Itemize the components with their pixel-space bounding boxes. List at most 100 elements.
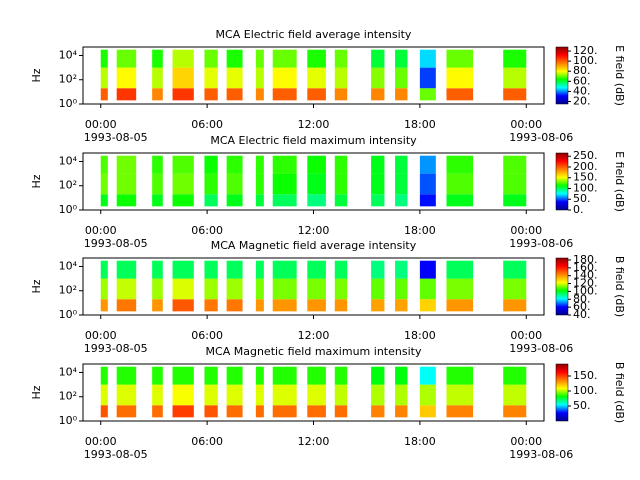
heatmap-cell <box>100 405 108 418</box>
y-tick-label: 10⁰ <box>59 203 78 216</box>
heatmap-cell <box>371 173 385 195</box>
heatmap-cell <box>334 299 348 312</box>
heatmap-cell <box>419 194 436 207</box>
heatmap-cell <box>371 384 385 406</box>
heatmap-cell <box>334 155 348 174</box>
heatmap-cell <box>307 88 326 101</box>
heatmap-cell <box>395 88 408 101</box>
heatmap-cell <box>100 299 108 312</box>
colorbar-tick-label: 80. <box>573 292 591 305</box>
heatmap-cell <box>503 88 527 101</box>
heatmap-cell <box>419 155 436 174</box>
x-tick-label: 00:00 <box>85 224 117 237</box>
heatmap-cell <box>446 194 474 207</box>
colorbar <box>555 257 569 316</box>
x-date-label: 1993-08-06 <box>509 342 573 355</box>
heatmap-cell <box>172 88 194 101</box>
heatmap-cell <box>152 366 163 385</box>
heatmap-cell <box>503 260 527 279</box>
heatmap-cell <box>172 155 194 174</box>
heatmap-cell <box>395 194 408 207</box>
x-tick-label: 06:00 <box>191 224 223 237</box>
heatmap-cell <box>152 49 163 68</box>
heatmap-cell <box>116 173 137 195</box>
heatmap-cell <box>307 173 326 195</box>
heatmap-cell <box>152 194 163 207</box>
heatmap-cell <box>204 405 218 418</box>
heatmap-cell <box>100 49 108 68</box>
heatmap-cell <box>255 384 264 406</box>
heatmap-cell <box>100 173 108 195</box>
heatmap-cell <box>371 260 385 279</box>
colorbar-tick-label: 150. <box>573 369 598 382</box>
colorbar-tick-label: 60. <box>573 300 591 313</box>
y-tick-label: 10² <box>59 73 77 86</box>
heatmap-cell <box>172 194 194 207</box>
heatmap-cell <box>371 49 385 68</box>
heatmap-cell <box>226 88 243 101</box>
heatmap-cell <box>503 366 527 385</box>
heatmap-cell <box>395 278 408 300</box>
colorbar-tick-label: 180. <box>573 253 598 266</box>
heatmap-cell <box>204 194 218 207</box>
heatmap-cell <box>116 67 137 89</box>
heatmap-cell <box>272 173 297 195</box>
heatmap-cell <box>226 260 243 279</box>
heatmap-cell <box>152 405 163 418</box>
heatmap-cell <box>116 88 137 101</box>
heatmap-cell <box>395 405 408 418</box>
heatmap-cell <box>226 278 243 300</box>
heatmap-cell <box>204 299 218 312</box>
heatmap-cell <box>446 366 474 385</box>
heatmap-cell <box>334 49 348 68</box>
heatmap-cell <box>204 88 218 101</box>
heatmap-cell <box>172 278 194 300</box>
x-date-label: 1993-08-05 <box>84 448 148 461</box>
heatmap-cell <box>204 67 218 89</box>
heatmap-cell <box>272 260 297 279</box>
x-tick-label: 12:00 <box>298 329 330 342</box>
heatmap-cell <box>204 278 218 300</box>
colorbar-label: E field (dB) <box>613 45 626 106</box>
heatmap-cell <box>255 88 264 101</box>
heatmap-cell <box>172 67 194 89</box>
heatmap-cell <box>334 405 348 418</box>
y-tick-label: 10⁴ <box>59 259 78 272</box>
heatmap-cell <box>307 260 326 279</box>
y-tick-label: 10⁴ <box>59 154 78 167</box>
heatmap-cell <box>371 67 385 89</box>
heatmap-cell <box>100 88 108 101</box>
heatmap-cell <box>255 278 264 300</box>
heatmap-cell <box>152 384 163 406</box>
heatmap-cell <box>272 366 297 385</box>
heatmap-cell <box>395 260 408 279</box>
heatmap-cell <box>334 88 348 101</box>
heatmap-cell <box>419 405 436 418</box>
heatmap-cell <box>395 366 408 385</box>
heatmap-cell <box>116 278 137 300</box>
heatmap-cell <box>172 260 194 279</box>
heatmap-cell <box>100 155 108 174</box>
heatmap-cell <box>503 173 527 195</box>
heatmap-cell <box>204 366 218 385</box>
y-tick-label: 10² <box>59 284 77 297</box>
heatmap-cell <box>446 49 474 68</box>
heatmap-cell <box>307 366 326 385</box>
heatmap-cell <box>116 299 137 312</box>
heatmap-cell <box>503 155 527 174</box>
colorbar <box>555 152 569 211</box>
heatmap-cell <box>226 194 243 207</box>
heatmap-cell <box>226 155 243 174</box>
x-tick-label: 06:00 <box>191 329 223 342</box>
heatmap-cell <box>100 366 108 385</box>
heatmap-cell <box>116 366 137 385</box>
heatmap-cell <box>446 384 474 406</box>
heatmap-cell <box>172 384 194 406</box>
colorbar-tick-label: 160. <box>573 261 598 274</box>
heatmap-cell <box>419 173 436 195</box>
heatmap-cell <box>152 260 163 279</box>
heatmap-cell <box>255 260 264 279</box>
panel-title: MCA Magnetic field maximum intensity <box>206 345 422 358</box>
heatmap-cell <box>272 405 297 418</box>
